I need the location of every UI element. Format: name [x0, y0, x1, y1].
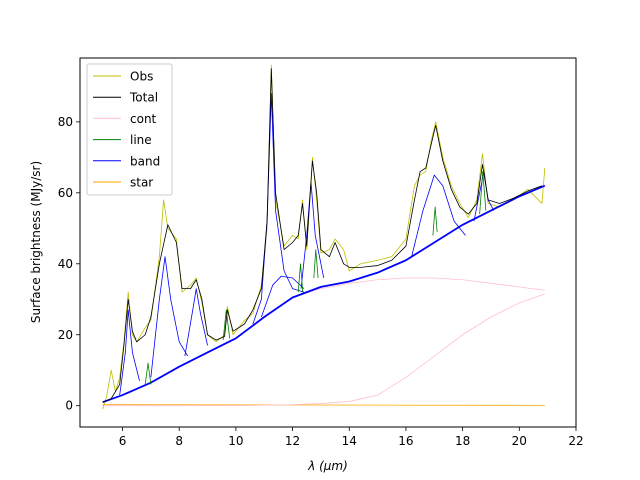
y-tick-label: 60: [58, 186, 73, 200]
legend-label-cont: cont: [130, 112, 157, 126]
series-line-band-6: [150, 256, 189, 378]
series-line-band-7: [119, 309, 140, 396]
x-axis: 6 8 10 12 14 16 18 20 22: [119, 427, 584, 448]
legend-label-line: line: [130, 133, 152, 147]
plot-frame: [79, 57, 577, 428]
series-line-line-14: [222, 309, 231, 341]
y-tick-label: 80: [58, 115, 73, 129]
series-line-line-13: [144, 362, 152, 385]
x-tick-label: 18: [455, 434, 470, 448]
x-tick-label: 20: [512, 434, 527, 448]
series-line-band-8: [184, 288, 208, 357]
x-tick-label: 6: [119, 434, 127, 448]
y-axis-label: Surface brightness (MJy/sr): [29, 161, 43, 323]
y-tick-label: 40: [58, 257, 73, 271]
x-tick-label: 8: [175, 434, 183, 448]
series-line-line-18: [479, 171, 487, 215]
x-tick-label: 22: [568, 434, 583, 448]
series-line-band-10: [411, 174, 466, 257]
series-layer: [102, 64, 546, 410]
y-tick-label: 20: [58, 328, 73, 342]
x-tick-label: 10: [228, 434, 243, 448]
legend-label-obs: Obs: [130, 70, 153, 84]
series-line-band-12: [261, 275, 305, 318]
x-tick-label: 16: [398, 434, 413, 448]
series-line-line-15: [297, 263, 304, 293]
x-tick-label: 14: [342, 434, 357, 448]
legend-label-total: Total: [129, 91, 158, 105]
series-line-line-16: [313, 249, 319, 279]
series-line-cont-3: [102, 293, 545, 407]
y-axis: 0 20 40 60 80: [58, 115, 80, 413]
legend-label-band: band: [130, 154, 160, 168]
series-line-band-4: [102, 184, 546, 404]
x-axis-label: λ (μm): [307, 459, 348, 473]
legend-label-star: star: [130, 176, 153, 190]
series-line-band-5: [252, 93, 305, 325]
x-tick-label: 12: [285, 434, 300, 448]
series-line-line-17: [432, 206, 438, 236]
legend: Obs Total cont line band star: [86, 63, 173, 196]
series-line-star-19: [102, 404, 545, 406]
y-tick-label: 0: [65, 399, 73, 413]
series-line-total-0: [102, 68, 543, 403]
